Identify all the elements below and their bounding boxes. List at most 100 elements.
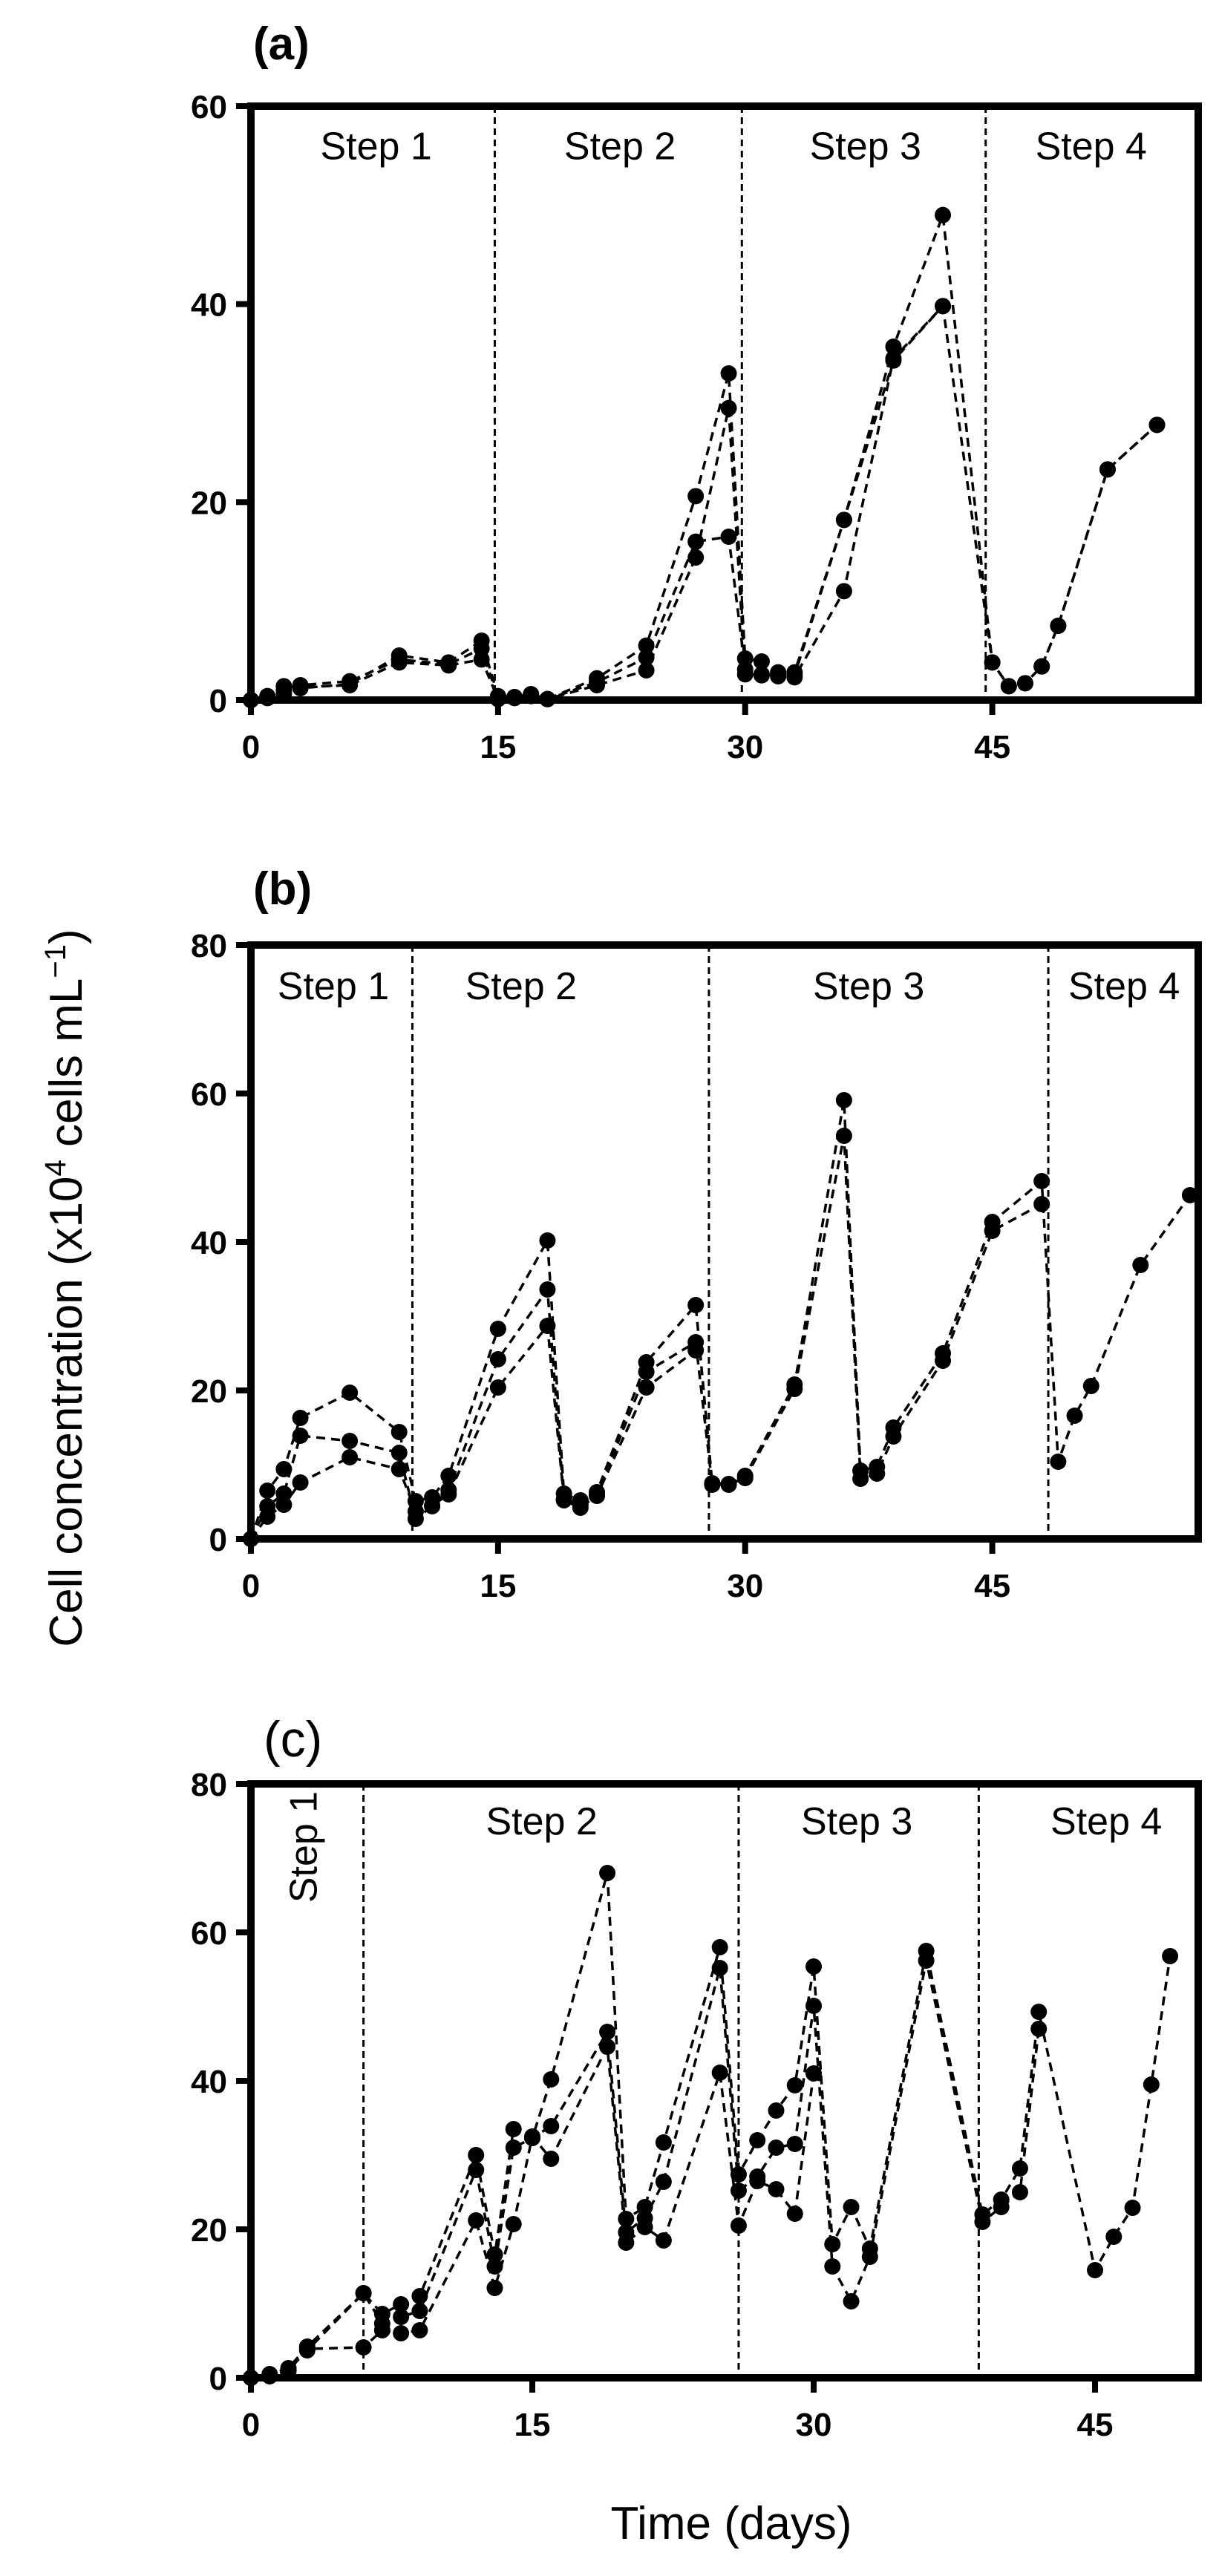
- x-tick-label: 45: [974, 1568, 1010, 1604]
- data-point: [390, 1461, 408, 1477]
- data-point: [843, 2199, 860, 2215]
- data-point: [687, 488, 705, 505]
- data-point: [824, 2258, 841, 2275]
- step-label-4: Step 4: [1036, 125, 1147, 168]
- data-point: [885, 339, 902, 355]
- data-point: [730, 2183, 747, 2199]
- data-point: [618, 2211, 635, 2227]
- step-label-4: Step 4: [1068, 965, 1180, 1008]
- data-point: [524, 2128, 541, 2145]
- data-point: [468, 2162, 485, 2178]
- series-line-3: [249, 1322, 697, 1540]
- data-point: [638, 1379, 655, 1396]
- data-point: [473, 651, 490, 668]
- data-point: [935, 298, 952, 315]
- data-point: [1016, 675, 1033, 692]
- data-point: [786, 667, 803, 684]
- data-point: [974, 2214, 991, 2230]
- data-point: [1132, 1257, 1149, 1273]
- x-tick-label: 0: [242, 1568, 260, 1604]
- step-label-2: Step 2: [564, 125, 676, 168]
- data-point: [730, 2217, 747, 2234]
- data-point: [1162, 1948, 1179, 1964]
- data-point: [505, 2139, 522, 2156]
- step-label-3: Step 3: [810, 125, 921, 168]
- data-point: [638, 662, 655, 679]
- data-point: [768, 2102, 785, 2119]
- step-label-3: Step 3: [801, 1800, 912, 1843]
- x-tick-label: 15: [480, 729, 516, 765]
- data-point: [599, 2039, 616, 2055]
- data-point: [373, 2322, 390, 2338]
- data-point: [539, 1281, 556, 1298]
- data-point: [543, 2071, 560, 2088]
- series-line-3: [250, 2041, 815, 2379]
- data-point: [843, 2293, 860, 2309]
- data-point: [489, 1321, 506, 1337]
- y-tick-label: 80: [191, 1767, 227, 1803]
- data-point: [275, 1461, 293, 1477]
- data-point: [984, 654, 1001, 671]
- data-point: [805, 1958, 823, 1975]
- data-point: [341, 677, 359, 693]
- data-point: [1105, 2229, 1122, 2245]
- data-point: [720, 529, 737, 545]
- x-tick-label: 30: [796, 2407, 832, 2443]
- data-point: [1066, 1408, 1083, 1424]
- step-label-1: Step 1: [278, 965, 389, 1008]
- data-point: [1030, 2021, 1048, 2037]
- data-point: [711, 1939, 728, 1955]
- data-point: [292, 1474, 309, 1491]
- x-tick-label: 30: [727, 729, 763, 765]
- data-point: [555, 1491, 572, 1508]
- data-point: [768, 2181, 785, 2197]
- data-point: [869, 1465, 886, 1482]
- data-point: [984, 1223, 1001, 1239]
- panel-label-a: (a): [253, 19, 310, 70]
- data-point: [259, 1508, 276, 1525]
- x-tick-label: 0: [242, 729, 260, 765]
- data-point: [486, 2280, 503, 2296]
- data-point: [341, 1433, 359, 1449]
- data-point: [730, 2166, 747, 2183]
- data-point: [424, 1497, 441, 1514]
- data-point: [505, 2216, 522, 2232]
- data-point: [720, 1477, 737, 1493]
- data-point: [411, 2288, 428, 2304]
- y-tick-label: 0: [209, 2361, 227, 2397]
- y-tick-label: 60: [191, 1076, 227, 1113]
- data-point: [993, 2199, 1010, 2215]
- y-tick-label: 40: [191, 2064, 227, 2100]
- x-tick-label: 0: [242, 2407, 260, 2443]
- data-point: [1050, 618, 1067, 634]
- data-point: [1082, 1378, 1099, 1394]
- series-line-1: [250, 1872, 1171, 2379]
- data-point: [275, 1497, 293, 1513]
- data-point: [1050, 1454, 1067, 1470]
- data-point: [786, 1381, 803, 1397]
- x-tick-label: 15: [514, 2407, 551, 2443]
- data-point: [599, 1865, 616, 1881]
- data-point: [411, 2322, 428, 2338]
- data-point: [543, 2118, 560, 2134]
- data-point: [885, 352, 902, 369]
- data-point: [489, 1351, 506, 1367]
- data-point: [292, 1410, 309, 1426]
- data-point: [1033, 1196, 1050, 1212]
- data-point: [749, 2132, 766, 2148]
- plot-frame: [247, 1780, 1202, 2382]
- y-tick-label: 40: [191, 1225, 227, 1261]
- y-axis-title: Cell concentration (x104 cells mL−1): [39, 929, 92, 1647]
- y-axis-title-close: ): [41, 929, 92, 944]
- panel-label-c: (c): [264, 1711, 322, 1768]
- data-point: [275, 678, 293, 695]
- data-point: [655, 2174, 672, 2190]
- data-point: [1124, 2200, 1141, 2216]
- data-point: [407, 1503, 424, 1520]
- step-label-3: Step 3: [813, 965, 924, 1008]
- data-point: [885, 1428, 902, 1445]
- y-tick-label: 60: [191, 89, 227, 125]
- data-point: [687, 549, 705, 566]
- data-point: [393, 2296, 410, 2312]
- x-tick-label: 45: [974, 729, 1010, 765]
